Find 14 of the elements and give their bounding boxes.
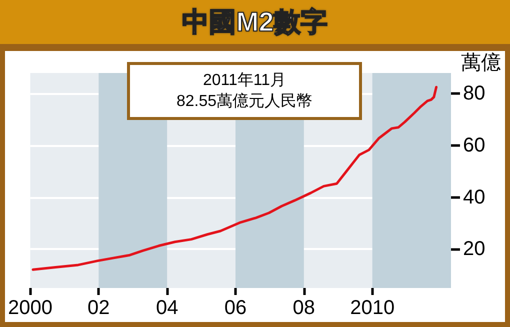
y-tick-label: 80 <box>463 82 486 105</box>
x-tick-label: 02 <box>88 297 110 319</box>
x-tick-label: 04 <box>156 297 178 319</box>
x-tick-label: 06 <box>224 297 247 319</box>
y-tick-label: 60 <box>463 134 486 157</box>
y-axis-title: 萬億 <box>461 52 501 74</box>
x-tick-label: 08 <box>292 297 316 319</box>
chart-title: 中國M2數字 <box>0 0 510 44</box>
x-tick-label: 2010 <box>350 297 395 319</box>
line-series <box>32 86 438 271</box>
y-tick-label: 40 <box>463 186 486 208</box>
y-tick-label: 20 <box>463 238 486 260</box>
x-tick-label: 2000 <box>8 297 52 319</box>
callout-box: 2011年11月 82.55萬億元人民幣 <box>127 62 362 120</box>
